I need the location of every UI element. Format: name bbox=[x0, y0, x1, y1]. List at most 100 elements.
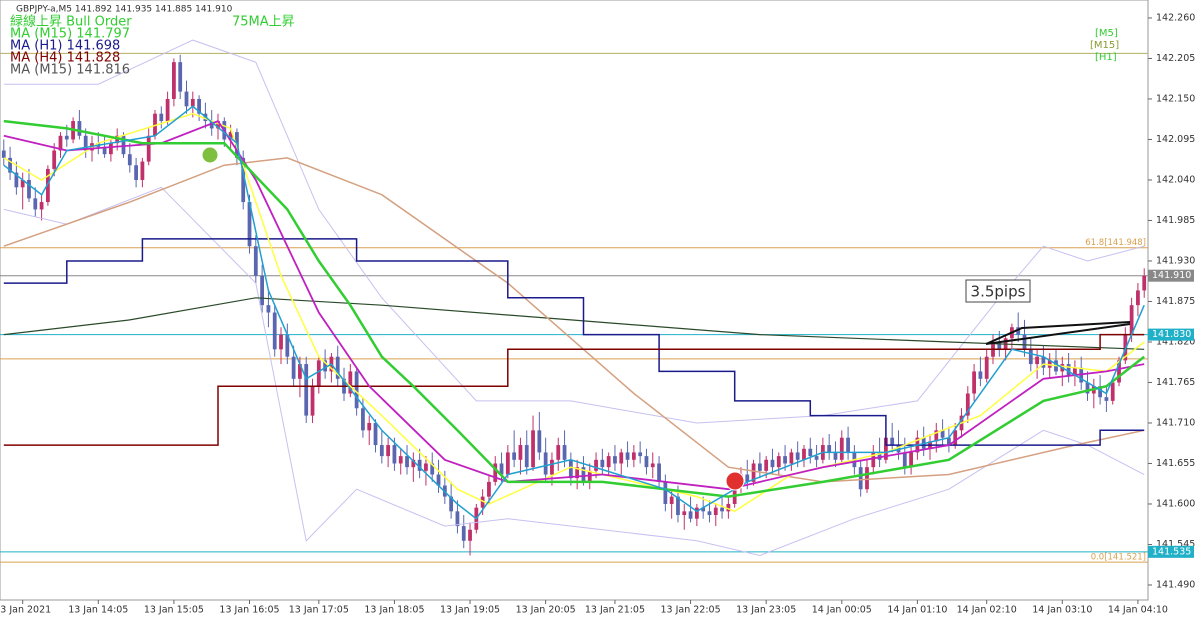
candle-body bbox=[827, 445, 832, 453]
candle-body bbox=[783, 456, 787, 464]
y-tick-label: 141.600 bbox=[1156, 498, 1195, 509]
x-tick-label: 13 Jan 20:05 bbox=[516, 605, 576, 616]
candle-body bbox=[581, 467, 586, 482]
candle-body bbox=[461, 526, 466, 541]
candle-body bbox=[726, 503, 731, 512]
candle-body bbox=[260, 275, 265, 306]
candle-body bbox=[1016, 327, 1021, 335]
candle-body bbox=[676, 496, 680, 516]
candle-body bbox=[272, 312, 277, 350]
candle-body bbox=[713, 507, 718, 516]
candle-body bbox=[694, 507, 699, 519]
candle-body bbox=[64, 135, 69, 140]
y-tick-label: 141.765 bbox=[1156, 377, 1195, 388]
candle-body bbox=[373, 422, 378, 446]
candle-body bbox=[871, 452, 876, 468]
candle-body bbox=[298, 364, 302, 379]
candle-body bbox=[58, 135, 63, 151]
candle-body bbox=[1073, 367, 1077, 376]
x-tick-label: 13 Jan 22:05 bbox=[660, 605, 720, 616]
level-label: 61.8[141.948] bbox=[1085, 238, 1146, 248]
candle-body bbox=[518, 445, 523, 460]
ma-line bbox=[3, 186, 1145, 557]
candle-body bbox=[972, 371, 976, 394]
annotation: 75MA上昇 bbox=[232, 15, 295, 30]
candle-body bbox=[430, 463, 435, 475]
candle-body bbox=[701, 507, 706, 512]
candle-body bbox=[531, 430, 535, 468]
candle-body bbox=[197, 98, 201, 114]
candle-body bbox=[39, 202, 44, 210]
x-tick-label: 13 Jan 15:05 bbox=[144, 605, 204, 616]
candle-body bbox=[52, 150, 57, 169]
y-tick-label: 141.490 bbox=[1156, 579, 1195, 590]
candle-body bbox=[1117, 360, 1121, 383]
candle-body bbox=[537, 430, 542, 453]
candle-body bbox=[751, 463, 756, 482]
price-box bbox=[1148, 545, 1194, 558]
pips-box bbox=[965, 279, 1031, 303]
candle-body bbox=[953, 430, 958, 446]
candle-body bbox=[304, 364, 309, 416]
candle-body bbox=[858, 467, 863, 490]
legend-entry: MA (H1) 141.698 bbox=[10, 39, 120, 54]
candle-body bbox=[770, 459, 775, 468]
candle-body bbox=[997, 341, 1002, 350]
candle-body bbox=[323, 360, 328, 372]
price-box-label: 141.830 bbox=[1152, 329, 1191, 340]
x-tick-label: 13 Jan 16:05 bbox=[219, 605, 279, 616]
x-tick-label: 13 Jan 2021 bbox=[0, 605, 51, 616]
y-tick-label: 141.545 bbox=[1156, 539, 1195, 550]
candle-body bbox=[1136, 290, 1140, 306]
candle-body bbox=[1035, 356, 1039, 365]
candle-body bbox=[978, 371, 983, 379]
candle-body bbox=[940, 430, 945, 438]
signal-star bbox=[201, 146, 219, 164]
candle-body bbox=[1, 150, 6, 158]
y-tick-label: 141.930 bbox=[1156, 255, 1195, 266]
candle-body bbox=[720, 507, 724, 512]
legend-entry: MA (M15) 141.816 bbox=[10, 63, 130, 78]
candle-body bbox=[499, 463, 504, 475]
candle-body bbox=[121, 135, 126, 155]
candle-body bbox=[398, 456, 403, 464]
y-tick-label: 141.820 bbox=[1156, 336, 1195, 347]
price-box bbox=[1148, 269, 1194, 282]
candle-body bbox=[247, 202, 252, 247]
tf-label: [M5] bbox=[1095, 28, 1118, 39]
tf-label: [H1] bbox=[1095, 52, 1117, 63]
candle-body bbox=[1066, 364, 1071, 376]
candle-body bbox=[1085, 382, 1090, 394]
y-tick-label: 141.985 bbox=[1156, 215, 1195, 226]
candle-body bbox=[253, 246, 258, 276]
x-tick-label: 13 Jan 14:05 bbox=[68, 605, 128, 616]
candle-body bbox=[367, 422, 372, 431]
y-tick-label: 142.205 bbox=[1156, 53, 1195, 64]
x-tick-label: 14 Jan 03:10 bbox=[1032, 605, 1092, 616]
candle-body bbox=[650, 463, 655, 468]
level-label: 0.0[141.521] bbox=[1091, 553, 1146, 563]
candle-body bbox=[127, 154, 132, 166]
candle-body bbox=[1028, 349, 1033, 365]
candle-body bbox=[657, 463, 661, 482]
y-tick-label: 141.655 bbox=[1156, 458, 1195, 469]
candle-body bbox=[455, 511, 460, 527]
candle-body bbox=[802, 448, 806, 460]
x-tick-label: 14 Jan 01:10 bbox=[887, 605, 947, 616]
tf-label: [M15] bbox=[1090, 40, 1119, 51]
candle-body bbox=[335, 356, 340, 379]
candle-body bbox=[984, 356, 989, 379]
y-tick-label: 142.040 bbox=[1156, 174, 1195, 185]
candle-body bbox=[575, 467, 580, 479]
y-tick-label: 142.095 bbox=[1156, 134, 1195, 145]
candle-body bbox=[279, 334, 283, 350]
candle-body bbox=[241, 157, 246, 203]
candle-body bbox=[789, 452, 794, 464]
candle-body bbox=[833, 452, 838, 460]
candle-body bbox=[159, 113, 164, 122]
y-tick-label: 142.150 bbox=[1156, 93, 1195, 104]
candle-body bbox=[883, 437, 888, 460]
x-tick-label: 14 Jan 04:10 bbox=[1108, 605, 1168, 616]
price-box bbox=[1148, 328, 1194, 341]
